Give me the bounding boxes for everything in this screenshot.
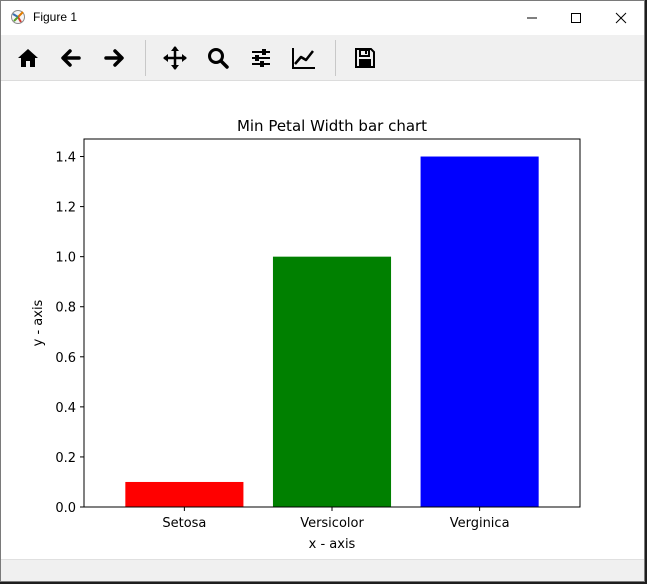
- toolbar-separator: [145, 40, 146, 76]
- y-tick-label: 0.8: [55, 301, 76, 316]
- y-axis-ticks: 0.0 0.2 0.4 0.6 0.8 1.0 1.2 1.4: [55, 151, 84, 516]
- maximize-button[interactable]: [553, 1, 599, 35]
- y-tick-label: 1.2: [55, 201, 76, 216]
- toolbar-separator: [335, 40, 336, 76]
- magnifier-icon: [208, 48, 229, 69]
- bar-chart: Min Petal Width bar chart 0.00.20.40.60.…: [31, 117, 581, 552]
- sliders-icon: [252, 49, 270, 67]
- x-axis-ticks: Setosa Versicolor Verginica: [162, 507, 510, 531]
- minimize-button[interactable]: [509, 1, 555, 35]
- figure-canvas[interactable]: Min Petal Width bar chart 0.0 0.2 0.4 0.6 0.…: [1, 81, 644, 559]
- close-icon: [615, 12, 627, 24]
- x-axis-label: x - axis: [309, 537, 356, 552]
- bars: [125, 156, 539, 507]
- arrow-right-icon: [104, 49, 124, 67]
- bar-verginica: [420, 156, 539, 507]
- y-axis-label: y - axis: [31, 299, 46, 346]
- y-tick-label: 1.0: [55, 251, 76, 266]
- back-button[interactable]: [55, 42, 87, 74]
- close-button[interactable]: [598, 1, 644, 35]
- navigation-toolbar: [1, 35, 644, 81]
- y-tick-label: 0.4: [55, 401, 76, 416]
- chart-title: Min Petal Width bar chart: [237, 117, 427, 135]
- arrow-left-icon: [61, 49, 81, 67]
- bar-setosa: [125, 481, 244, 507]
- minimize-icon: [527, 17, 537, 19]
- y-tick-label: 0.2: [55, 451, 76, 466]
- save-button[interactable]: [349, 42, 381, 74]
- move-icon: [163, 46, 187, 70]
- x-tick-label: Setosa: [162, 516, 206, 531]
- forward-button[interactable]: [98, 42, 130, 74]
- line-chart-icon: [292, 48, 315, 69]
- title-bar[interactable]: Figure 1: [1, 1, 644, 35]
- y-tick-label: 0.6: [55, 351, 76, 366]
- matplotlib-app-icon: [11, 10, 25, 24]
- floppy-disk-icon: [355, 48, 375, 68]
- y-tick-label: 1.4: [55, 151, 76, 166]
- pan-button[interactable]: [159, 42, 191, 74]
- x-tick-label: Verginica: [450, 516, 510, 531]
- home-button[interactable]: [12, 42, 44, 74]
- plot-frame: [83, 138, 581, 508]
- home-icon: [18, 49, 38, 67]
- bar-versicolor: [272, 256, 392, 507]
- edit-axis-button[interactable]: [288, 42, 320, 74]
- zoom-button[interactable]: [202, 42, 234, 74]
- maximize-icon: [571, 13, 581, 23]
- configure-subplots-button[interactable]: [245, 42, 277, 74]
- status-bar: [1, 559, 644, 581]
- x-tick-label: Versicolor: [300, 516, 364, 531]
- y-tick-label: 0.0: [55, 501, 76, 516]
- window-title: Figure 1: [33, 10, 78, 24]
